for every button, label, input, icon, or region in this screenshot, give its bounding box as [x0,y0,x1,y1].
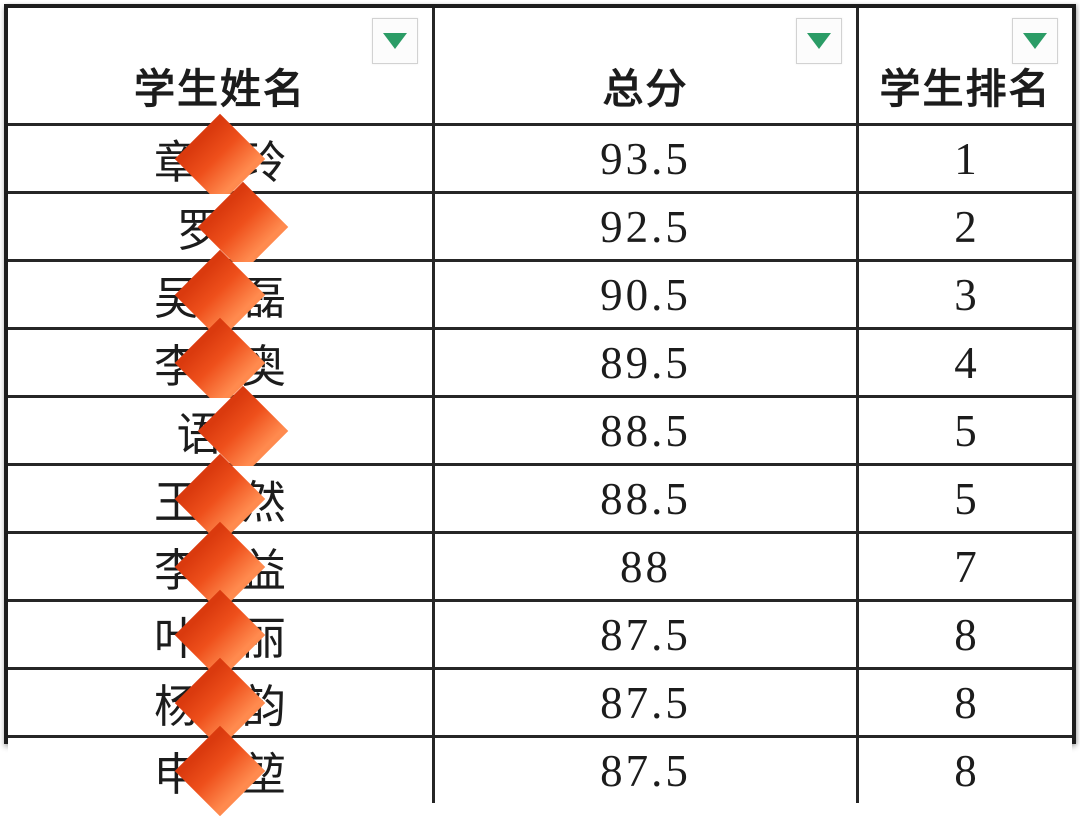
student-rank-cell[interactable]: 3 [859,262,1072,330]
filter-button-student-name[interactable] [372,18,418,64]
header-label-total-score: 总分 [602,66,689,112]
total-score-cell[interactable]: 93.5 [435,126,859,194]
filter-triangle-down-icon [1023,33,1047,49]
student-rank-cell[interactable]: 8 [859,670,1072,738]
total-score-cell[interactable]: 88.5 [435,466,859,534]
header-label-student-rank: 学生排名 [879,66,1052,112]
total-score-cell[interactable]: 92.5 [435,194,859,262]
filter-triangle-down-icon [807,33,831,49]
student-rank-cell[interactable]: 5 [859,398,1072,466]
total-score-cell[interactable]: 88.5 [435,398,859,466]
student-name-cell[interactable]: 李 奥 [8,317,435,408]
filter-button-student-rank[interactable] [1012,18,1058,64]
table-grid: 学生姓名 总分 学生排名 章 玲 93.5 1 罗 92.5 2 吴 磊 90.… [8,8,1072,816]
student-rank-cell[interactable]: 8 [859,602,1072,670]
spreadsheet-table: 学生姓名 总分 学生排名 章 玲 93.5 1 罗 92.5 2 吴 磊 90.… [4,4,1076,816]
filter-triangle-down-icon [383,33,407,49]
student-rank-cell[interactable]: 2 [859,194,1072,262]
header-cell-student-name[interactable]: 学生姓名 [8,8,435,126]
student-name-cell[interactable]: 章 玲 [8,113,435,204]
total-score-cell[interactable]: 88 [435,534,859,602]
total-score-cell[interactable]: 87.5 [435,602,859,670]
student-rank-cell[interactable]: 1 [859,126,1072,194]
student-name-cell[interactable]: 杨 韵 [8,657,435,748]
total-score-cell[interactable]: 87.5 [435,670,859,738]
student-rank-cell[interactable]: 7 [859,534,1072,602]
filter-button-total-score[interactable] [796,18,842,64]
header-cell-student-rank[interactable]: 学生排名 [859,8,1072,126]
header-label-student-name: 学生姓名 [134,66,306,112]
student-rank-cell[interactable]: 5 [859,466,1072,534]
student-rank-cell[interactable]: 4 [859,330,1072,398]
total-score-cell[interactable]: 90.5 [435,262,859,330]
header-cell-total-score[interactable]: 总分 [435,8,859,126]
total-score-cell[interactable]: 89.5 [435,330,859,398]
